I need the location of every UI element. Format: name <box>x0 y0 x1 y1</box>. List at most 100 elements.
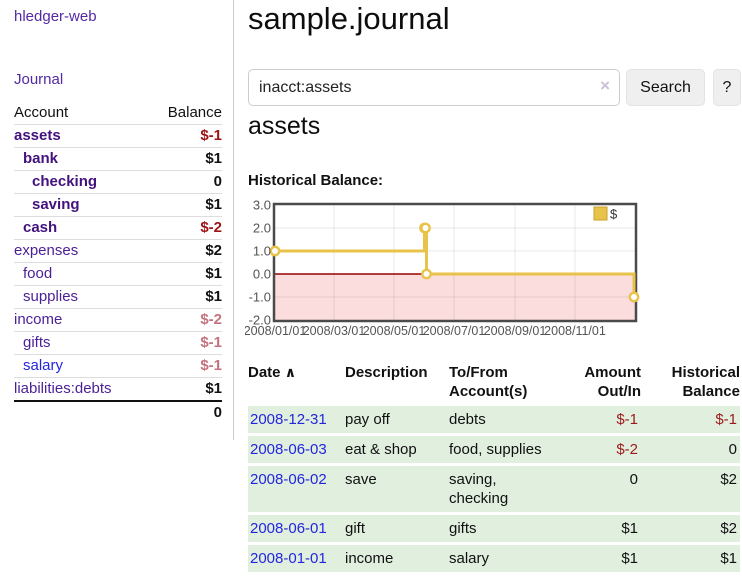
account-row: food $1 <box>14 262 222 286</box>
txn-amount: $-1 <box>561 406 641 433</box>
account-link[interactable]: liabilities:debts <box>14 380 112 397</box>
transaction-date-link[interactable]: 2008-06-01 <box>250 520 327 537</box>
account-link[interactable]: saving <box>32 196 80 213</box>
balance-column-header: Balance <box>147 102 222 125</box>
account-link[interactable]: expenses <box>14 242 79 259</box>
txn-amount: $1 <box>561 545 641 572</box>
txn-amount: $-2 <box>561 436 641 463</box>
sort-asc-icon: ∧ <box>284 364 297 380</box>
account-row: assets $-1 <box>14 124 222 148</box>
accounts-column-header: To/From Account(s) <box>449 364 528 400</box>
account-heading: assets <box>248 112 321 140</box>
date-column-header[interactable]: Date ∧ <box>248 364 297 381</box>
txn-date: 2008-01-01 <box>248 545 345 572</box>
txn-accounts: debts <box>449 406 561 433</box>
account-balance: $-1 <box>147 124 222 148</box>
txn-balance: 0 <box>641 436 740 463</box>
txn-description: income <box>345 545 449 572</box>
search-bar: × Search ? <box>248 69 741 106</box>
transaction-date-link[interactable]: 2008-06-02 <box>250 471 327 488</box>
txn-description: gift <box>345 515 449 542</box>
txn-balance: $1 <box>641 545 740 572</box>
account-link[interactable]: cash <box>23 219 58 236</box>
account-balance: $1 <box>147 262 222 286</box>
historical-balance-chart: $3.0 2.0 1.0 0.0 -1.0 -2.0 2008/01/01 2008/03/0… <box>244 198 645 340</box>
account-link[interactable]: assets <box>14 127 61 144</box>
search-input[interactable] <box>248 69 620 106</box>
txn-description: pay off <box>345 406 449 433</box>
accounts-total-value: 0 <box>213 404 222 421</box>
account-balance: $-1 <box>147 331 222 355</box>
transaction-date-link[interactable]: 2008-12-31 <box>250 411 327 428</box>
transaction-row: 2008-01-01 income salary $1 $1 <box>248 545 740 572</box>
search-button[interactable]: Search <box>626 69 705 106</box>
sidebar-divider <box>233 0 234 440</box>
account-link[interactable]: food <box>23 265 53 282</box>
account-row: expenses $2 <box>14 239 222 263</box>
txn-amount: $1 <box>561 515 641 542</box>
svg-text:2008/03/01: 2008/03/01 <box>303 324 366 338</box>
account-balance: $1 <box>147 377 222 402</box>
transaction-row: 2008-06-02 save saving, checking 0 $2 <box>248 466 740 512</box>
svg-text:2008/01/01: 2008/01/01 <box>245 324 306 338</box>
account-balance: $-1 <box>147 354 222 378</box>
svg-text:2008/05/01: 2008/05/01 <box>363 324 426 338</box>
svg-text:2008/09/01: 2008/09/01 <box>484 324 547 338</box>
transactions-table-header: Date ∧ Description To/From Account(s) Am… <box>248 361 740 403</box>
svg-text:2008/07/01: 2008/07/01 <box>423 324 486 338</box>
txn-balance: $2 <box>641 515 740 542</box>
account-row: saving $1 <box>14 193 222 217</box>
txn-description: save <box>345 466 449 512</box>
account-balance: $1 <box>147 147 222 171</box>
account-link[interactable]: gifts <box>23 334 51 351</box>
account-row: liabilities:debts $1 <box>14 377 222 402</box>
svg-text:0.0: 0.0 <box>253 267 271 282</box>
sidebar-item-journal[interactable]: Journal <box>14 71 64 88</box>
account-balance: $1 <box>147 193 222 217</box>
account-link[interactable]: bank <box>23 150 59 167</box>
app-title-link[interactable]: hledger-web <box>14 8 97 25</box>
transaction-row: 2008-06-03 eat & shop food, supplies $-2 0 <box>248 436 740 463</box>
chart-title: Historical Balance: <box>248 172 384 189</box>
accounts-table: Account Balance assets $-1 bank $1 checking 0… <box>14 102 222 424</box>
account-row: gifts $-1 <box>14 331 222 355</box>
svg-text:2008/11/01: 2008/11/01 <box>544 324 606 338</box>
account-row: income $-2 <box>14 308 222 332</box>
account-link[interactable]: supplies <box>23 288 79 305</box>
transactions-table: Date ∧ Description To/From Account(s) Am… <box>248 358 740 575</box>
account-link[interactable]: salary <box>23 357 64 374</box>
clear-search-icon[interactable]: × <box>600 76 610 95</box>
txn-description: eat & shop <box>345 436 449 463</box>
account-balance: $1 <box>147 285 222 309</box>
account-balance: $2 <box>147 239 222 263</box>
account-link[interactable]: checking <box>32 173 98 190</box>
account-balance: $-2 <box>147 308 222 332</box>
account-link[interactable]: income <box>14 311 63 328</box>
transaction-date-link[interactable]: 2008-06-03 <box>250 441 327 458</box>
account-row: supplies $1 <box>14 285 222 309</box>
account-row: salary $-1 <box>14 354 222 378</box>
txn-balance: $-1 <box>641 406 740 433</box>
transaction-date-link[interactable]: 2008-01-01 <box>250 550 327 567</box>
help-button[interactable]: ? <box>713 69 741 106</box>
accounts-total-row: 0 <box>14 401 222 424</box>
account-row: bank $1 <box>14 147 222 171</box>
svg-text:-1.0: -1.0 <box>249 290 271 305</box>
txn-date: 2008-06-03 <box>248 436 345 463</box>
transaction-row: 2008-06-01 gift gifts $1 $2 <box>248 515 740 542</box>
txn-accounts: food, supplies <box>449 436 561 463</box>
txn-date: 2008-12-31 <box>248 406 345 433</box>
txn-amount: 0 <box>561 466 641 512</box>
accounts-table-header: Account Balance <box>14 102 222 125</box>
txn-accounts: gifts <box>449 515 561 542</box>
svg-text:$: $ <box>610 207 618 222</box>
svg-text:3.0: 3.0 <box>253 198 271 213</box>
txn-accounts: salary <box>449 545 561 572</box>
svg-text:2.0: 2.0 <box>253 221 271 236</box>
account-balance: $-2 <box>147 216 222 240</box>
txn-balance: $2 <box>641 466 740 512</box>
account-row: cash $-2 <box>14 216 222 240</box>
page-title: sample.journal <box>248 1 450 36</box>
txn-accounts: saving, checking <box>449 466 561 512</box>
amount-column-header: Amount Out/In <box>584 364 641 400</box>
